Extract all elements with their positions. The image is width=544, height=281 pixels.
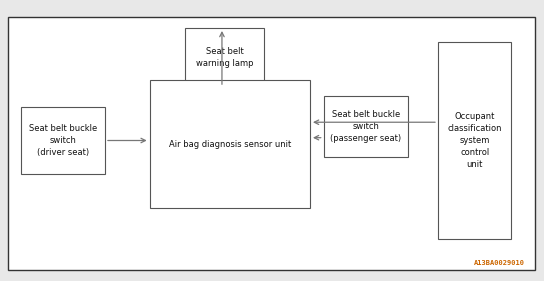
Text: A13BA0029010: A13BA0029010 (474, 260, 525, 266)
Bar (324, 96, 408, 157)
Text: Air bag diagnosis sensor unit: Air bag diagnosis sensor unit (169, 139, 291, 149)
Text: Seat belt
warning lamp: Seat belt warning lamp (196, 47, 253, 68)
Bar (21, 107, 105, 174)
Text: Seat belt buckle
switch
(driver seat): Seat belt buckle switch (driver seat) (29, 124, 97, 157)
Text: Occupant
classification
system
control
unit: Occupant classification system control u… (447, 112, 502, 169)
Bar (185, 28, 264, 87)
Bar (438, 42, 511, 239)
Text: Seat belt buckle
switch
(passenger seat): Seat belt buckle switch (passenger seat) (330, 110, 401, 143)
Bar (150, 80, 310, 208)
